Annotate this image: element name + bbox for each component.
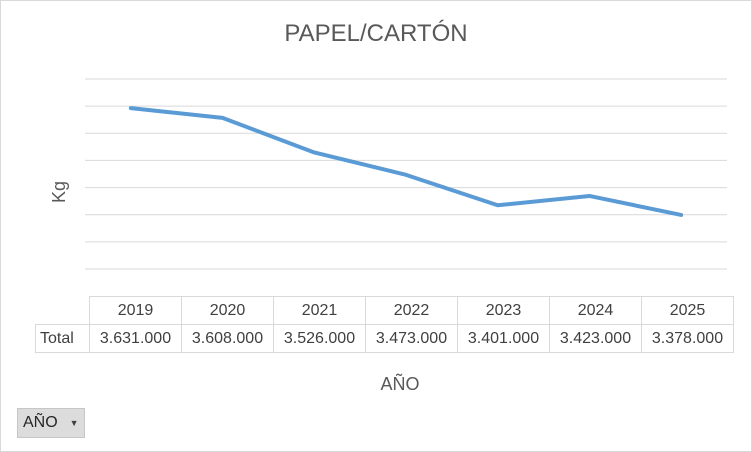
year-filter-button[interactable]: AÑO ▼ (17, 408, 85, 438)
x-tick-label: 2019 (89, 296, 182, 325)
filter-button-label: AÑO (23, 414, 58, 431)
data-table-corner (35, 296, 90, 325)
x-tick-label: 2025 (641, 296, 734, 325)
x-tick-label: 2023 (457, 296, 550, 325)
series-line-total (128, 106, 684, 217)
x-tick-label: 2020 (181, 296, 274, 325)
data-value-cell: 3.401.000 (457, 324, 550, 353)
data-point (679, 213, 683, 217)
data-value-cell: 3.608.000 (181, 324, 274, 353)
dropdown-arrow-icon: ▼ (69, 418, 79, 428)
chart-title: PAPEL/CARTÓN (284, 20, 468, 47)
data-value-cell: 3.473.000 (365, 324, 458, 353)
series-name-cell: Total (35, 324, 90, 353)
data-point (312, 150, 316, 154)
x-tick-label: 2021 (273, 296, 366, 325)
x-tick-label: 2022 (365, 296, 458, 325)
gridlines (85, 78, 727, 270)
data-point (221, 116, 225, 120)
data-value-cell: 3.526.000 (273, 324, 366, 353)
data-value-cell: 3.631.000 (89, 324, 182, 353)
data-point (129, 106, 133, 110)
data-value-cell: 3.423.000 (549, 324, 642, 353)
x-tick-label: 2024 (549, 296, 642, 325)
data-point (404, 173, 408, 177)
data-point (496, 203, 500, 207)
data-point (587, 194, 591, 198)
series-lines (128, 106, 684, 217)
data-value-cell: 3.378.000 (641, 324, 734, 353)
data-table: 2019 2020 2021 2022 2023 2024 2025 Total… (35, 296, 734, 353)
x-axis-label: AÑO (380, 374, 420, 394)
